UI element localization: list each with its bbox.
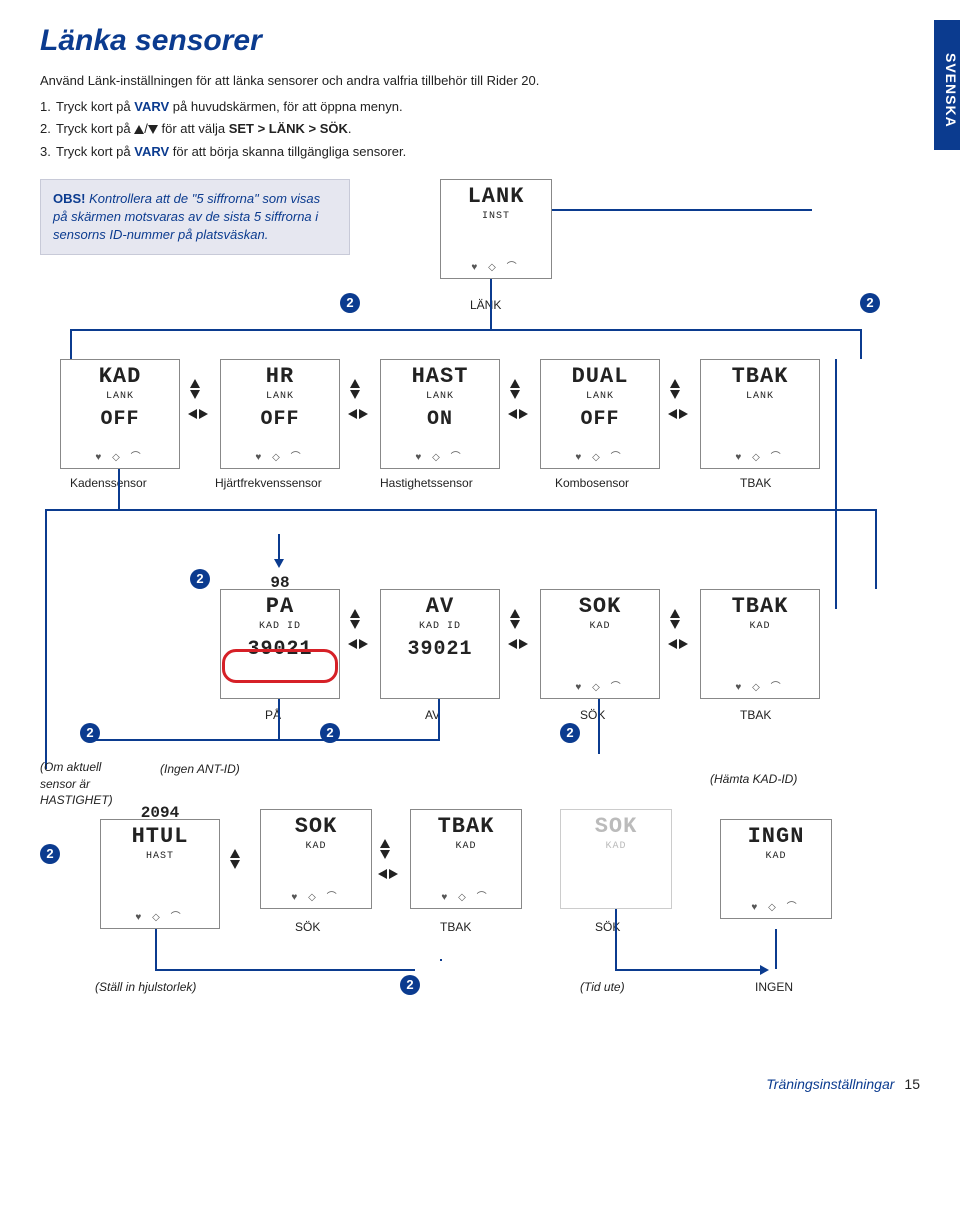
tbak-label: TBAK <box>740 475 771 492</box>
screen-dual: DUAL LANK OFF ♥ ◇ ⌒ <box>540 359 660 469</box>
flow-diagram: OBS! Kontrollera att de "5 siffrorna" so… <box>40 179 920 1069</box>
lank-label: LÄNK <box>470 297 501 314</box>
screen-sok-ghost: SOK KAD <box>560 809 672 909</box>
page-footer: Träningsinställningar 15 <box>40 1075 920 1095</box>
step-1: 1.Tryck kort på VARV på huvudskärmen, fö… <box>40 98 726 116</box>
kadens-label: Kadenssensor <box>70 475 147 492</box>
hjul-label: (Ställ in hjulstorlek) <box>95 979 196 996</box>
red-highlight <box>222 649 338 683</box>
screen-tbak2: TBAK KAD ♥ ◇ ⌒ <box>700 589 820 699</box>
screen-hast: HAST LANK ON ♥ ◇ ⌒ <box>380 359 500 469</box>
step-marker: 2 <box>860 293 880 313</box>
screen-av: AV KAD ID 39021 <box>380 589 500 699</box>
page-title: Länka sensorer <box>40 20 920 62</box>
hamta-label: (Hämta KAD-ID) <box>710 771 797 788</box>
step-3: 3.Tryck kort på VARV för att börja skann… <box>40 143 726 161</box>
tid-label: (Tid ute) <box>580 979 625 996</box>
step-marker: 2 <box>340 293 360 313</box>
tbak-label2: TBAK <box>740 707 771 724</box>
ingen-ant-label: (Ingen ANT-ID) <box>160 761 240 778</box>
screen-sok2: SOK KAD ♥ ◇ ⌒ <box>260 809 372 909</box>
ingen-label: INGEN <box>755 979 793 996</box>
screen-tbak: TBAK LANK ♥ ◇ ⌒ <box>700 359 820 469</box>
bottom-icons: ♥ ◇ ⌒ <box>441 261 551 275</box>
language-tab: SVENSKA <box>934 20 960 150</box>
screen-kad: KAD LANK OFF ♥ ◇ ⌒ <box>60 359 180 469</box>
intro-text: Använd Länk-inställningen för att länka … <box>40 72 726 90</box>
screen-ingn: INGN KAD ♥ ◇ ⌒ <box>720 819 832 919</box>
tbak-label3: TBAK <box>440 919 471 936</box>
screen-sok: SOK KAD ♥ ◇ ⌒ <box>540 589 660 699</box>
hast-label: Hastighetssensor <box>380 475 473 492</box>
screen-hr: HR LANK OFF ♥ ◇ ⌒ <box>220 359 340 469</box>
step-2: 2.Tryck kort på / för att välja SET > LÄ… <box>40 120 726 138</box>
screen-htul: 2094 HTUL HAST ♥ ◇ ⌒ <box>100 819 220 929</box>
screen-tbak3: TBAK KAD ♥ ◇ ⌒ <box>410 809 522 909</box>
hr-label: Hjärtfrekvenssensor <box>215 475 322 492</box>
screen-link-inst: LANK INST ♥ ◇ ⌒ <box>440 179 552 279</box>
sok-label: SÖK <box>580 707 605 724</box>
instruction-list: 1.Tryck kort på VARV på huvudskärmen, fö… <box>40 98 726 161</box>
note-box: OBS! Kontrollera att de "5 siffrorna" so… <box>40 179 350 256</box>
sok-label2: SÖK <box>295 919 320 936</box>
kombo-label: Kombosensor <box>555 475 629 492</box>
